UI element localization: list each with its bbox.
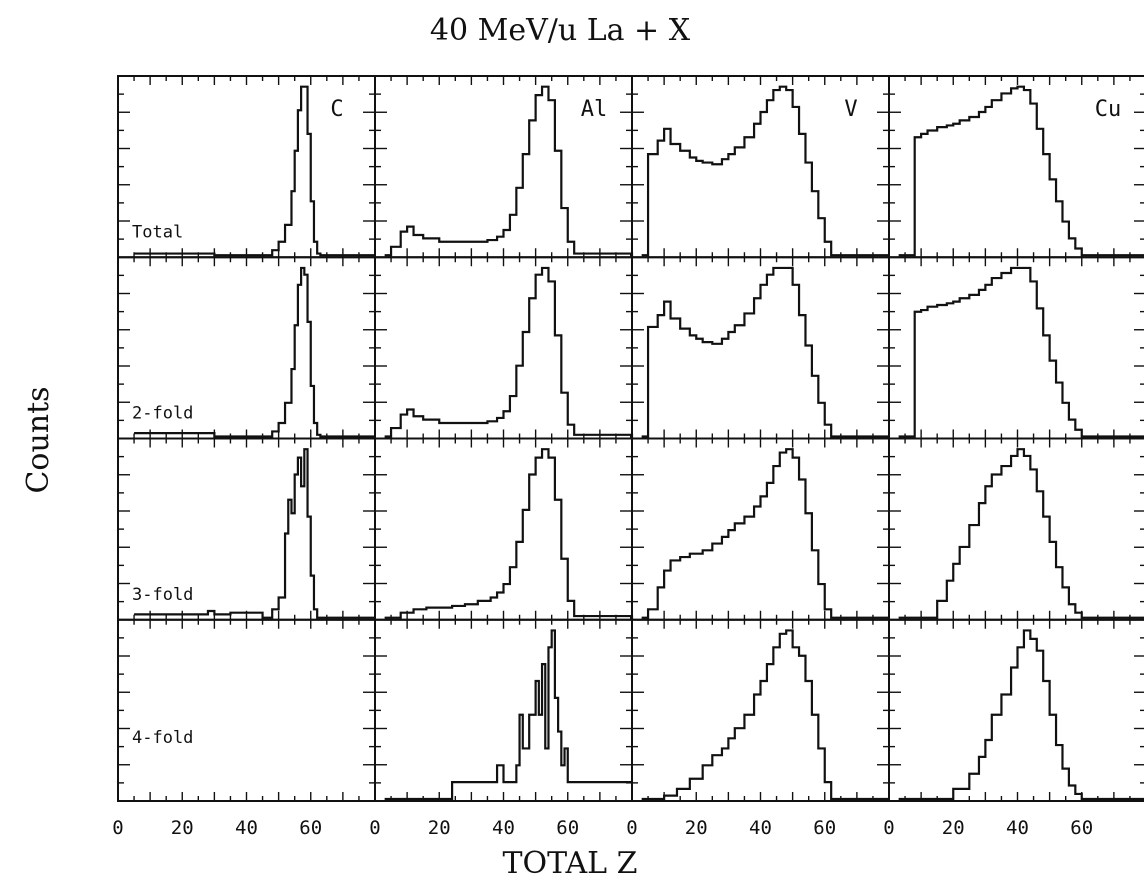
panel-0-0: C Total — [117, 75, 376, 259]
histogram-series — [898, 448, 1144, 619]
histogram-series — [134, 448, 375, 619]
x-tick-label: 60 — [299, 817, 322, 839]
panel-0-3: Cu — [888, 75, 1144, 259]
x-tick-label: 60 — [813, 817, 836, 839]
target-label-Al: Al — [581, 97, 608, 122]
panel-3-3: 0 20 40 60 — [883, 618, 1144, 839]
panel-2-0: 3-fold — [117, 437, 376, 621]
panel-1-1 — [374, 256, 634, 440]
histogram-series — [134, 85, 375, 257]
x-axis-label: TOTAL Z — [503, 846, 638, 881]
multiplicity-label: Total — [132, 222, 183, 242]
panel-1-0: 2-fold — [117, 256, 376, 440]
histogram-series — [134, 266, 375, 438]
chart-title: 40 MeV/u La + X — [430, 13, 691, 48]
panel-2-3 — [888, 437, 1144, 621]
histogram-series — [384, 629, 632, 801]
histogram-series — [641, 85, 889, 257]
panel-2-2 — [631, 437, 890, 621]
panel-3-0: 4-fold 0 20 40 60 — [112, 618, 376, 839]
panel-0-1: Al — [374, 75, 634, 259]
histogram-series — [384, 266, 634, 438]
x-tick-label: 0 — [112, 817, 123, 839]
panel-1-2 — [631, 256, 890, 440]
histogram-series — [641, 448, 889, 619]
panel-frame — [631, 437, 890, 621]
histogram-series — [898, 629, 1144, 801]
multiplicity-label: 4-fold — [132, 728, 193, 748]
target-label-V: V — [844, 97, 857, 122]
x-tick-label: 40 — [235, 817, 258, 839]
y-axis-label: Counts — [21, 386, 56, 493]
x-tick-label: 20 — [171, 817, 194, 839]
panel-frame — [631, 618, 890, 802]
panel-1-3 — [888, 256, 1144, 440]
x-tick-label: 0 — [883, 817, 894, 839]
x-tick-label: 40 — [492, 817, 515, 839]
multiplicity-label: 3-fold — [132, 585, 193, 605]
x-tick-label: 0 — [369, 817, 380, 839]
panel-3-2: 0 20 40 60 — [626, 618, 890, 839]
x-tick-label: 40 — [1006, 817, 1029, 839]
target-label-Cu: Cu — [1095, 97, 1122, 122]
x-tick-label: 60 — [1070, 817, 1093, 839]
panel-0-2: V — [631, 75, 890, 259]
histogram-series — [898, 266, 1144, 438]
target-label-C: C — [330, 97, 343, 122]
histogram-series — [641, 629, 889, 801]
multiplicity-label: 2-fold — [132, 404, 193, 424]
x-tick-label: 40 — [749, 817, 772, 839]
x-tick-label: 20 — [942, 817, 965, 839]
panel-frame — [888, 256, 1144, 440]
histogram-series — [898, 85, 1144, 257]
histogram-series — [384, 85, 634, 257]
panel-2-1 — [374, 437, 634, 621]
x-tick-label: 60 — [556, 817, 579, 839]
histogram-series — [641, 266, 889, 438]
panel-frame — [888, 437, 1144, 621]
panel-frame — [117, 618, 376, 802]
x-tick-label: 0 — [626, 817, 637, 839]
panel-3-1: 0 20 40 60 — [369, 618, 633, 839]
x-tick-label: 20 — [685, 817, 708, 839]
x-tick-label: 20 — [428, 817, 451, 839]
histogram-series — [384, 448, 634, 619]
